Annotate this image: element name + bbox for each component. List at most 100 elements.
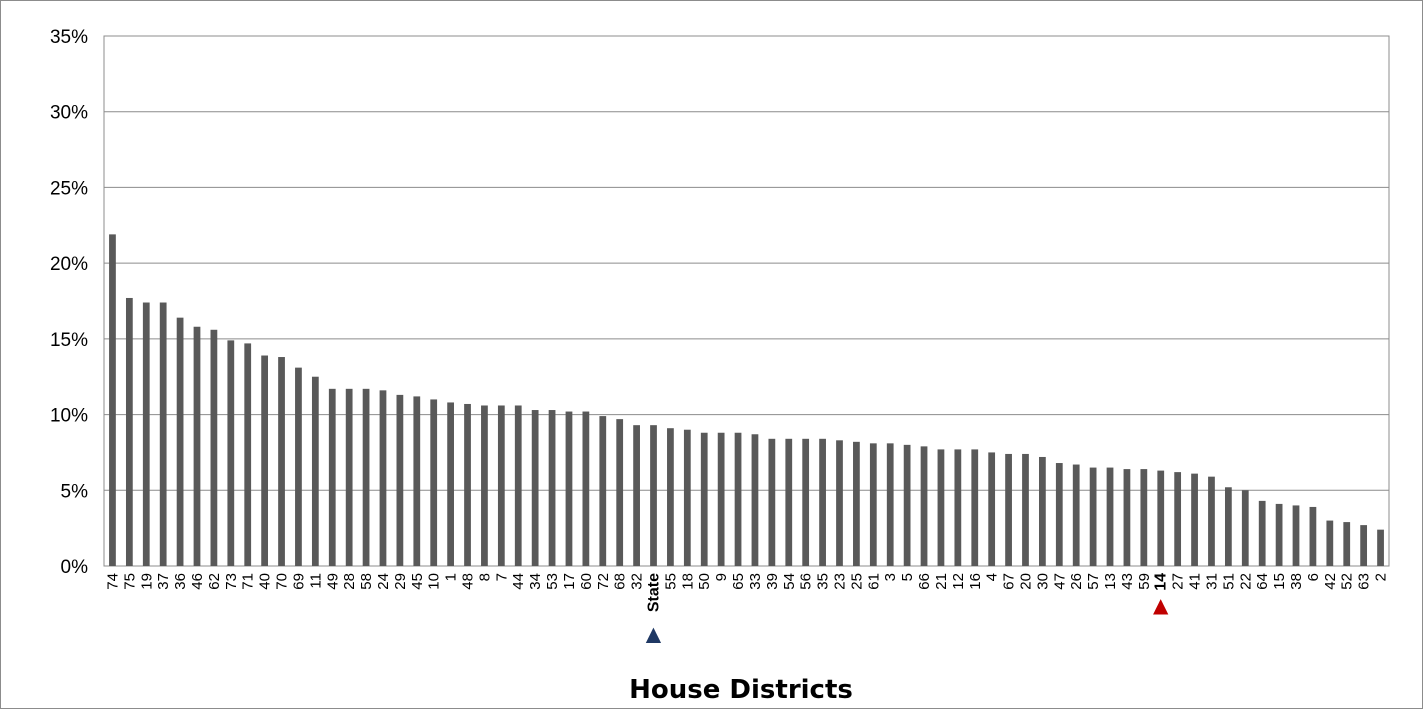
bar (311, 376, 319, 566)
y-tick-label: 5% (61, 481, 89, 502)
y-tick-label: 30% (50, 103, 88, 124)
bar (1208, 476, 1215, 566)
x-tick-label: 70 (274, 573, 291, 590)
bar (531, 410, 539, 566)
bar (1258, 500, 1266, 566)
bar (836, 440, 843, 566)
x-tick-label: 28 (341, 573, 358, 590)
bar (413, 396, 421, 566)
x-tick-label: 47 (1051, 573, 1068, 590)
bar (819, 438, 826, 566)
bars (109, 234, 1384, 566)
x-tick-label: 34 (527, 573, 544, 590)
bar (210, 329, 218, 566)
bar (1377, 529, 1384, 566)
bar (683, 429, 691, 566)
bar (1292, 505, 1300, 566)
x-tick-label: 38 (1288, 573, 1305, 590)
x-tick-label: 59 (1136, 573, 1153, 590)
x-tick-label: 13 (1102, 573, 1119, 590)
x-tick-label: 44 (510, 573, 527, 590)
x-tick-label: 46 (189, 573, 206, 590)
bar (599, 416, 607, 566)
bar (1275, 503, 1283, 566)
x-tick-label: 60 (578, 573, 595, 590)
x-tick-label: 19 (138, 573, 155, 590)
x-tick-label: 33 (747, 573, 764, 590)
x-tick-label: 39 (764, 573, 781, 590)
x-tick-label: 9 (713, 573, 730, 581)
x-tick-label: 69 (290, 573, 307, 590)
x-axis-label: House Districts (629, 675, 853, 705)
x-tick-label: 61 (865, 573, 882, 590)
bar (869, 443, 877, 566)
x-tick-label: 40 (257, 573, 274, 590)
x-tick-label: 10 (426, 573, 443, 590)
bar (565, 411, 573, 566)
x-tick-label: 62 (206, 573, 223, 590)
x-tick-label: 11 (307, 573, 324, 589)
x-tick-label: 54 (781, 573, 798, 590)
x-tick-label: 71 (240, 573, 257, 590)
x-tick-label: 1 (443, 573, 460, 581)
bar (1174, 472, 1182, 566)
bar (954, 449, 962, 566)
x-tick-label: 75 (121, 573, 138, 590)
x-tick-label: 29 (392, 573, 409, 590)
x-tick-label: 6 (1305, 573, 1322, 581)
x-tick-label: 49 (324, 573, 341, 590)
bar (109, 234, 116, 566)
highlight-markers: ▲▲ (646, 593, 1169, 646)
y-tick-label: 35% (50, 27, 88, 48)
bar (1343, 522, 1351, 566)
bar (616, 419, 624, 566)
x-tick-label: 23 (831, 573, 848, 590)
bar (1072, 464, 1080, 566)
bar (1022, 453, 1029, 566)
bar (447, 402, 454, 566)
x-tick-label: 22 (1237, 573, 1254, 590)
x-tick-label: 4 (984, 573, 1001, 581)
bar (853, 441, 860, 566)
x-tick-label: 65 (730, 573, 747, 590)
x-tick-label: 30 (1034, 573, 1051, 590)
x-tick-label: 63 (1356, 573, 1373, 590)
bar (159, 302, 167, 566)
x-tick-label: 37 (155, 573, 172, 590)
bar (937, 449, 945, 566)
x-tick-label: 12 (950, 573, 967, 590)
x-tick-label: 16 (967, 573, 984, 590)
bar (379, 390, 387, 566)
x-tick-label: 66 (916, 573, 933, 590)
bar (802, 438, 810, 566)
x-tick-label: 17 (561, 573, 578, 590)
x-tick-label: 73 (223, 573, 240, 590)
bar (328, 388, 336, 566)
bar (345, 388, 353, 566)
x-tick-label: 8 (476, 573, 493, 581)
x-tick-label: 3 (882, 573, 899, 581)
bar (1326, 520, 1334, 566)
bar (582, 411, 590, 566)
bar (142, 302, 150, 566)
bar (734, 432, 742, 566)
bar (464, 403, 471, 566)
bar (785, 438, 793, 566)
bar (751, 434, 759, 566)
x-tick-label: 52 (1339, 573, 1356, 590)
bar (1039, 456, 1046, 566)
x-tick-label: 24 (375, 573, 392, 590)
x-tick-label: 55 (662, 573, 679, 590)
bar (497, 405, 505, 566)
bar (717, 432, 725, 566)
x-tick-label: 20 (1017, 573, 1034, 590)
bar (1224, 487, 1232, 566)
bar (295, 367, 302, 566)
bar (396, 394, 404, 566)
bar (971, 449, 979, 566)
bar (768, 438, 776, 566)
x-tick-label: 57 (1085, 573, 1102, 590)
x-tick-label: 26 (1068, 573, 1085, 590)
x-tick-label: 74 (104, 573, 121, 590)
